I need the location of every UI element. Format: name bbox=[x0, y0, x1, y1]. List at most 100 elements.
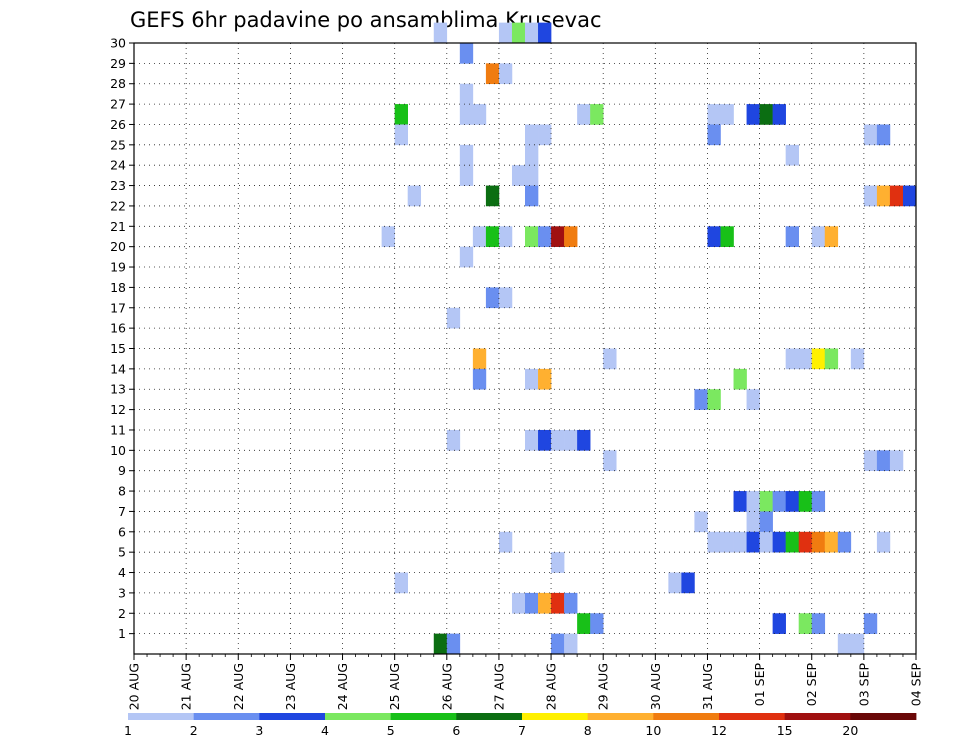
colorbar-segment bbox=[522, 713, 589, 720]
y-tick-label: 4 bbox=[118, 565, 126, 580]
precip-cell bbox=[876, 185, 891, 207]
colorbar-segment bbox=[390, 713, 457, 720]
precip-cell bbox=[681, 572, 695, 594]
precip-cell bbox=[511, 165, 526, 186]
x-tick-label: 31 AUG bbox=[700, 663, 715, 710]
precip-cell bbox=[785, 226, 799, 247]
precip-cell bbox=[863, 185, 878, 207]
precip-cell bbox=[889, 450, 904, 471]
x-tick-label: 29 AUG bbox=[596, 663, 611, 710]
y-tick-label: 17 bbox=[110, 300, 126, 315]
precip-cell bbox=[525, 368, 539, 390]
precip-cell bbox=[511, 592, 526, 614]
colorbar-tick-label: 4 bbox=[321, 723, 329, 738]
precip-cell bbox=[876, 124, 891, 146]
precip-cell bbox=[538, 592, 552, 614]
precip-cell bbox=[590, 613, 604, 634]
precip-cell bbox=[459, 43, 474, 64]
precip-cell bbox=[824, 348, 839, 370]
colorbar: 1 2 3 4 5 6 7 8 10 12 15 20 bbox=[124, 713, 917, 738]
precip-cell bbox=[551, 429, 565, 451]
precip-cell bbox=[746, 104, 760, 125]
precip-cell bbox=[485, 63, 500, 85]
precip-cell bbox=[394, 104, 408, 125]
precip-cell bbox=[746, 511, 760, 533]
y-tick-label: 7 bbox=[118, 504, 126, 519]
precip-cell bbox=[798, 531, 813, 553]
y-tick-label: 11 bbox=[110, 422, 126, 437]
precip-cell bbox=[785, 491, 799, 512]
y-tick-label: 12 bbox=[110, 402, 126, 417]
precip-cell bbox=[759, 104, 773, 125]
y-tick-label: 1 bbox=[118, 626, 126, 641]
precip-cell bbox=[564, 429, 578, 451]
y-tick-label: 9 bbox=[118, 463, 126, 478]
colorbar-segment bbox=[587, 713, 654, 720]
y-tick-label: 15 bbox=[110, 341, 126, 356]
precip-cell bbox=[551, 552, 565, 573]
precip-cell bbox=[498, 63, 513, 85]
colorbar-tick-label: 5 bbox=[387, 723, 395, 738]
y-tick-label: 21 bbox=[110, 219, 126, 234]
x-tick-label: 20 AUG bbox=[127, 663, 142, 710]
precip-cell bbox=[381, 226, 395, 247]
precip-cell bbox=[551, 226, 565, 247]
precip-cell bbox=[525, 429, 539, 451]
precip-cell bbox=[459, 144, 474, 166]
precip-cell bbox=[472, 348, 487, 370]
precip-cell bbox=[811, 491, 826, 512]
precip-cell bbox=[603, 450, 617, 471]
precip-cell bbox=[433, 22, 448, 44]
precip-cell bbox=[590, 104, 604, 125]
precip-cell bbox=[850, 348, 865, 370]
precip-cell bbox=[525, 165, 539, 186]
y-tick-label: 28 bbox=[110, 76, 126, 91]
precip-cell bbox=[485, 226, 500, 247]
y-tick-label: 25 bbox=[110, 137, 126, 152]
colorbar-segment bbox=[456, 713, 523, 720]
x-tick-label: 03 SEP bbox=[856, 663, 871, 707]
precip-cell bbox=[525, 226, 539, 247]
x-tick-label: 23 AUG bbox=[283, 663, 298, 710]
grid-lines bbox=[134, 43, 916, 654]
precip-cell bbox=[798, 491, 813, 512]
precip-cell bbox=[811, 348, 826, 370]
precip-cell bbox=[772, 613, 786, 634]
precip-cell bbox=[511, 22, 526, 44]
colorbar-tick-label: 15 bbox=[777, 723, 793, 738]
y-tick-label: 29 bbox=[110, 56, 126, 71]
precip-cell bbox=[551, 592, 565, 614]
y-tick-label: 27 bbox=[110, 97, 126, 112]
precip-cell bbox=[837, 633, 852, 655]
precip-cell bbox=[498, 531, 513, 553]
precip-cell bbox=[668, 572, 682, 594]
precip-cell bbox=[863, 124, 878, 146]
precip-cell bbox=[863, 450, 878, 471]
precip-cell bbox=[538, 22, 552, 44]
precip-cell bbox=[446, 307, 461, 329]
precip-cell bbox=[525, 185, 539, 207]
precip-cell bbox=[498, 287, 513, 309]
precip-cell bbox=[446, 429, 461, 451]
colorbar-segment bbox=[784, 713, 851, 720]
x-tick-label: 02 SEP bbox=[804, 663, 819, 707]
colorbar-segment bbox=[325, 713, 392, 720]
precip-cell bbox=[538, 124, 552, 146]
y-tick-label: 24 bbox=[110, 158, 126, 173]
y-tick-label: 13 bbox=[110, 382, 126, 397]
precip-cell bbox=[811, 531, 826, 553]
precip-cell bbox=[746, 531, 760, 553]
precip-cell bbox=[707, 389, 721, 410]
precip-cell bbox=[720, 104, 734, 125]
precipitation-cells bbox=[381, 22, 917, 655]
colorbar-segment bbox=[653, 713, 720, 720]
precip-cell bbox=[525, 124, 539, 146]
precip-cell bbox=[538, 368, 552, 390]
precip-cell bbox=[876, 531, 891, 553]
precip-cell bbox=[459, 165, 474, 186]
precip-cell bbox=[824, 226, 839, 247]
precip-cell bbox=[720, 531, 734, 553]
colorbar-tick-label: 7 bbox=[518, 723, 526, 738]
precip-cell bbox=[759, 511, 773, 533]
precip-cell bbox=[577, 429, 591, 451]
